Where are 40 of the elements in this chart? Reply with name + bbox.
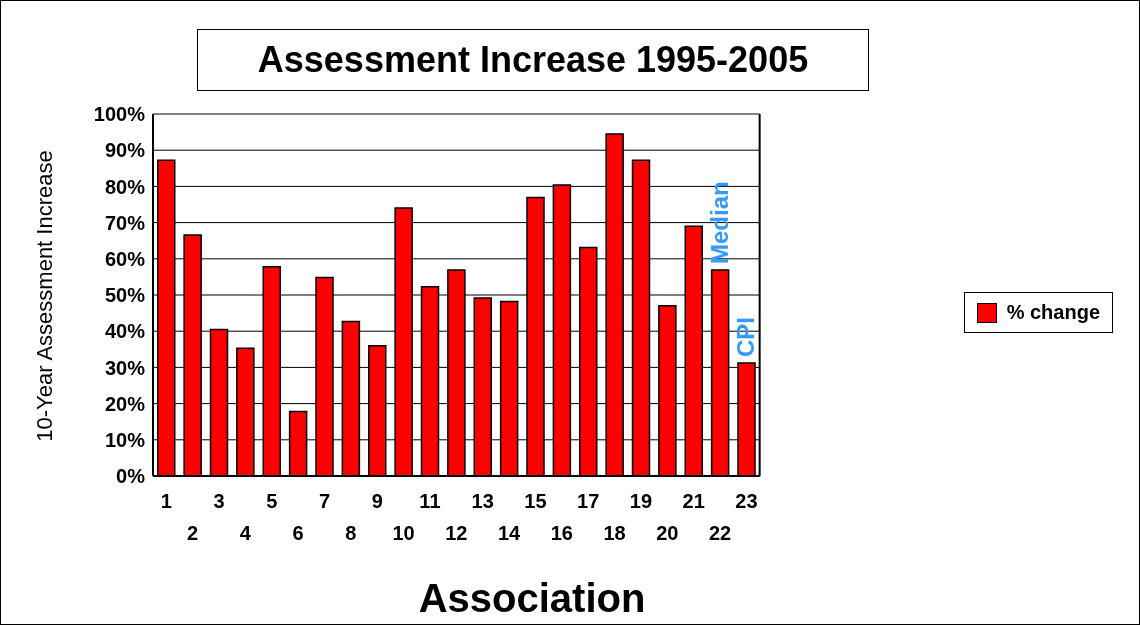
x-tick-label: 23 <box>735 490 758 512</box>
x-axis-title: Association <box>418 575 646 621</box>
x-tick-label: 5 <box>266 490 278 512</box>
x-tick-label: 9 <box>371 490 383 512</box>
x-tick-label: 12 <box>445 522 468 544</box>
x-tick-label: 10 <box>392 522 415 544</box>
x-tick-label: 8 <box>345 522 357 544</box>
y-tick-label: 50% <box>104 284 146 307</box>
x-tick-label: 18 <box>603 522 626 544</box>
y-tick-label: 80% <box>104 175 146 198</box>
annotation: Median <box>706 181 734 265</box>
x-tick-label: 17 <box>577 490 600 512</box>
x-tick-label: 14 <box>497 522 522 544</box>
y-tick-label: 70% <box>104 211 146 234</box>
x-tick-label: 19 <box>629 490 653 512</box>
chart-title: Assessment Increase 1995-2005 <box>197 29 869 91</box>
x-tick-label: 3 <box>213 490 225 512</box>
y-tick-label: 30% <box>104 356 146 379</box>
x-tick-label: 7 <box>318 490 330 512</box>
x-tick-label: 13 <box>471 490 494 512</box>
x-tick-label: 4 <box>239 522 252 544</box>
y-tick-label: 10% <box>104 428 146 451</box>
annotation: CPI <box>732 317 760 358</box>
y-tick-label: 0% <box>116 465 146 488</box>
y-tick-label: 90% <box>104 139 146 162</box>
y-tick-label: 100% <box>93 103 146 126</box>
y-axis-title: 10-Year Assessment Increase <box>32 150 58 442</box>
legend-label: % change <box>1006 301 1100 324</box>
x-tick-label: 22 <box>708 522 732 544</box>
y-tick-label: 60% <box>104 247 146 270</box>
x-tick-label: 15 <box>524 490 547 512</box>
x-tick-label: 21 <box>682 490 705 512</box>
x-tick-label: 2 <box>187 522 199 544</box>
x-tick-label: 6 <box>292 522 304 544</box>
x-tick-label: 16 <box>550 522 573 544</box>
y-tick-label: 40% <box>104 320 146 343</box>
x-tick-label: 11 <box>419 490 441 512</box>
x-tick-label: 20 <box>656 522 679 544</box>
x-tick-label: 1 <box>160 490 172 512</box>
y-tick-label: 20% <box>104 392 146 415</box>
